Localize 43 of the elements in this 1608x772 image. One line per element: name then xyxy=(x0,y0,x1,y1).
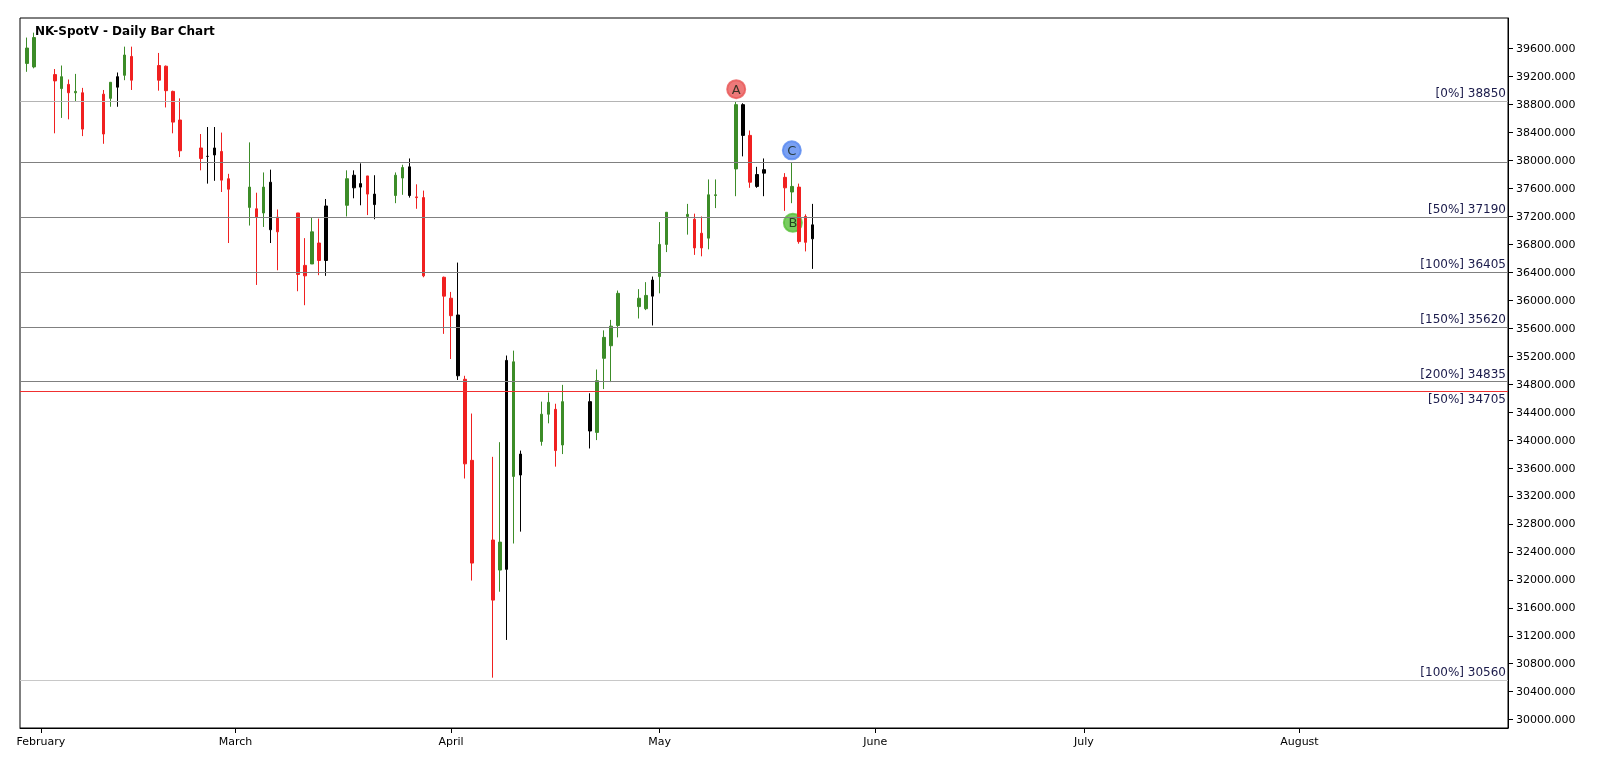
x-tick-label: May xyxy=(648,735,672,748)
y-tick-label: 39200.000 xyxy=(1516,70,1576,84)
annotation: C xyxy=(787,142,797,158)
y-tick-label: 36800.000 xyxy=(1516,237,1576,251)
x-tick-label: August xyxy=(1280,735,1320,748)
ref-line-label: [50%] 34705 xyxy=(1427,391,1506,406)
ref-line-label: [100%] 36405 xyxy=(1420,257,1506,272)
y-tick-label: 30800.000 xyxy=(1516,657,1576,671)
y-tick-label: 34800.000 xyxy=(1516,377,1576,391)
y-tick-label: 33600.000 xyxy=(1516,461,1576,475)
y-tick-label: 38800.000 xyxy=(1516,98,1576,112)
y-tick-label: 33200.000 xyxy=(1516,489,1576,503)
y-tick-label: 31600.000 xyxy=(1516,601,1576,615)
annotation: A xyxy=(731,81,741,97)
ref-line-label: [50%] 37190 xyxy=(1427,202,1506,217)
y-tick-label: 32000.000 xyxy=(1516,573,1576,587)
y-tick-label: 36000.000 xyxy=(1516,293,1576,307)
x-tick-label: March xyxy=(218,735,253,748)
text: NK-SpotV - Daily Bar Chart xyxy=(35,24,216,38)
y-tick-label: 31200.000 xyxy=(1516,629,1576,643)
x-tick-label: July xyxy=(1072,735,1095,748)
ref-line-label: [100%] 30560 xyxy=(1420,665,1506,680)
y-tick-label: 37200.000 xyxy=(1516,209,1576,223)
y-tick-label: 34000.000 xyxy=(1516,433,1576,447)
y-tick-label: 35600.000 xyxy=(1516,321,1576,335)
y-tick-label: 32800.000 xyxy=(1516,517,1576,531)
x-tick-label: February xyxy=(16,735,66,748)
annotation: B xyxy=(788,215,798,231)
x-tick-label: June xyxy=(862,735,888,748)
ref-line-label: [150%] 35620 xyxy=(1420,311,1506,326)
y-tick-label: 30400.000 xyxy=(1516,685,1576,699)
y-tick-label: 39600.000 xyxy=(1516,42,1576,56)
y-tick-label: 34400.000 xyxy=(1516,405,1576,419)
y-tick-label: 37600.000 xyxy=(1516,182,1576,196)
ref-line-label: [200%] 34835 xyxy=(1420,366,1506,381)
y-tick-label: 32400.000 xyxy=(1516,545,1576,559)
ref-line-label: [0%] 38850 xyxy=(1435,86,1506,101)
y-tick-label: 35200.000 xyxy=(1516,349,1576,363)
y-tick-label: 36400.000 xyxy=(1516,265,1576,279)
y-tick-label: 38400.000 xyxy=(1516,126,1576,140)
y-tick-label: 38000.000 xyxy=(1516,154,1576,168)
y-tick-label: 30000.000 xyxy=(1516,713,1576,727)
x-tick-label: April xyxy=(438,735,464,748)
